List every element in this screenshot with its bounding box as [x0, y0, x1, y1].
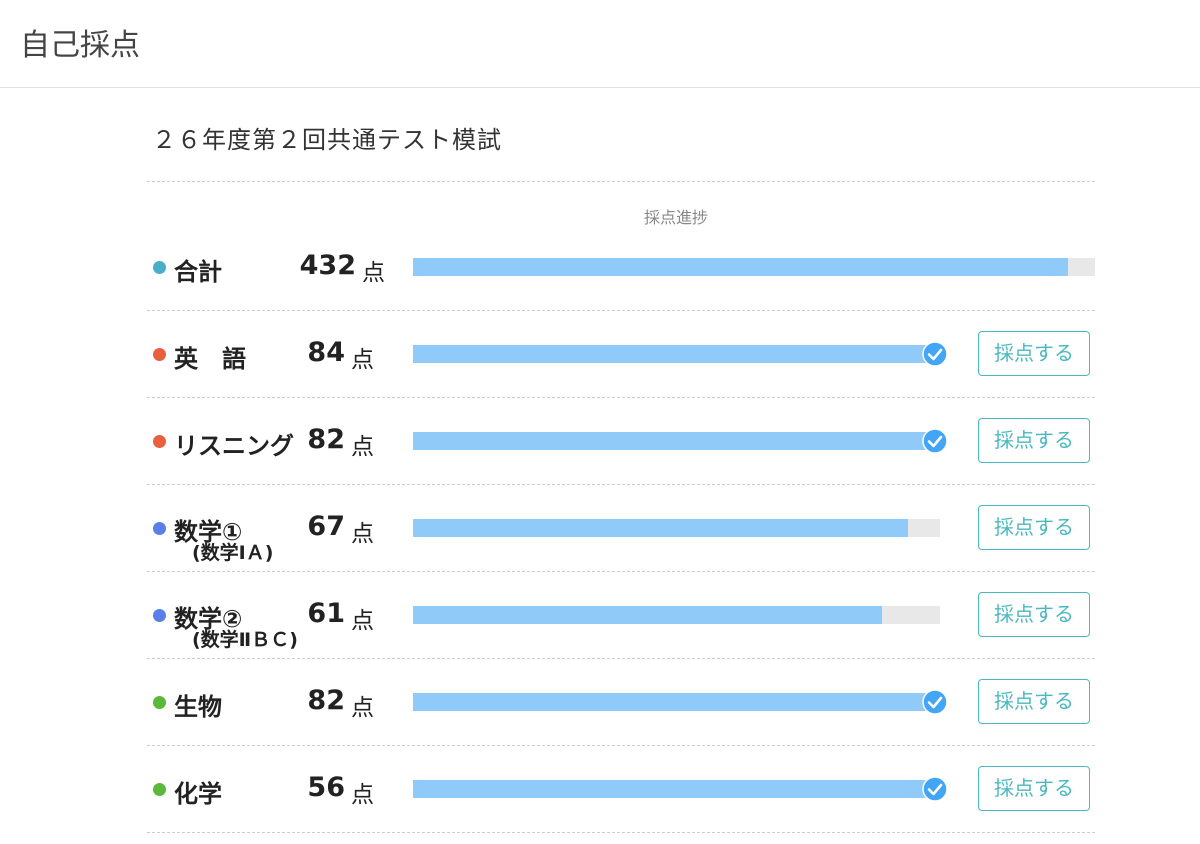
subject-name: 英 語: [174, 345, 246, 373]
check-icon: [922, 428, 948, 454]
score-button[interactable]: 採点する: [978, 766, 1090, 811]
separator: [147, 310, 1095, 311]
subject-name: 数学②: [174, 605, 243, 633]
score: 432: [299, 250, 356, 281]
separator: [147, 484, 1095, 485]
header-title: 自己採点: [20, 28, 140, 63]
category-dot: [153, 522, 166, 535]
score-unit: 点: [351, 434, 374, 460]
score-unit: 点: [351, 521, 374, 547]
score-unit: 点: [351, 695, 374, 721]
separator: [147, 745, 1095, 746]
score-button[interactable]: 採点する: [978, 679, 1090, 724]
score: 56: [307, 772, 345, 803]
complete-check: [922, 341, 948, 367]
score: 67: [307, 511, 345, 542]
progress-fill: [413, 780, 940, 798]
category-dot: [153, 609, 166, 622]
score-button[interactable]: 採点する: [978, 592, 1090, 637]
subject-name: リスニング: [174, 432, 294, 460]
subject-name: 数学①: [174, 518, 243, 546]
complete-check: [922, 689, 948, 715]
progress-fill: [413, 519, 909, 537]
separator: [147, 571, 1095, 572]
separator: [147, 397, 1095, 398]
category-dot: [153, 261, 166, 274]
separator: [147, 832, 1095, 833]
score: 82: [307, 685, 345, 716]
header-bar: 自己採点: [0, 0, 1200, 88]
score: 84: [307, 337, 345, 368]
subject-subname: (数学ⅡＢＣ): [192, 629, 298, 651]
complete-check: [922, 428, 948, 454]
score-unit: 点: [362, 260, 385, 286]
score-unit: 点: [351, 782, 374, 808]
score-unit: 点: [351, 608, 374, 634]
score: 82: [307, 424, 345, 455]
progress-fill: [413, 432, 940, 450]
score-button[interactable]: 採点する: [978, 505, 1090, 550]
check-icon: [922, 776, 948, 802]
complete-check: [922, 776, 948, 802]
progress-fill: [413, 345, 940, 363]
check-icon: [922, 341, 948, 367]
separator: [147, 658, 1095, 659]
category-dot: [153, 435, 166, 448]
check-icon: [922, 689, 948, 715]
score: 61: [307, 598, 345, 629]
category-dot: [153, 783, 166, 796]
category-dot: [153, 348, 166, 361]
score-unit: 点: [351, 347, 374, 373]
subject-name: 生物: [174, 693, 222, 721]
progress-fill: [413, 258, 1068, 276]
subject-name: 合計: [174, 258, 222, 286]
separator: [147, 181, 1095, 182]
score-button[interactable]: 採点する: [978, 331, 1090, 376]
category-dot: [153, 696, 166, 709]
exam-title: ２６年度第２回共通テスト模試: [152, 126, 502, 154]
progress-fill: [413, 606, 883, 624]
subject-subname: (数学ⅠＡ): [192, 542, 274, 564]
progress-fill: [413, 693, 940, 711]
progress-header: 採点進捗: [643, 208, 708, 227]
score-button[interactable]: 採点する: [978, 418, 1090, 463]
subject-name: 化学: [174, 780, 222, 808]
